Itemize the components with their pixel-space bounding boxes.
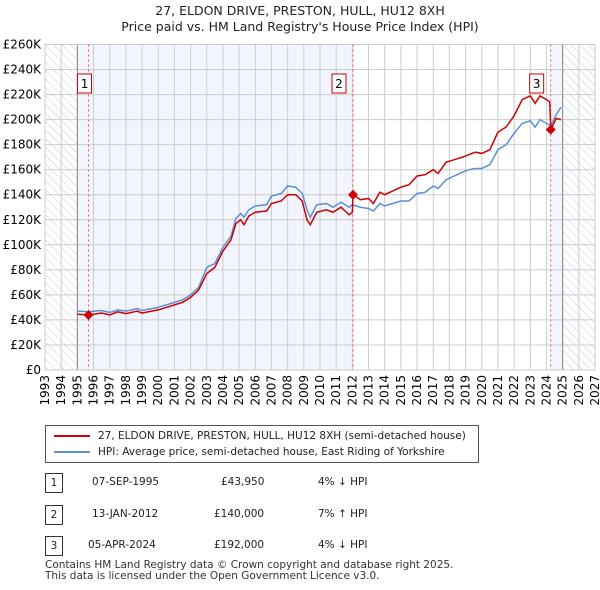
x-tick-label: 2001 <box>167 375 181 406</box>
transaction-hpi: 7% ↑ HPI <box>318 508 368 520</box>
series-line-property <box>77 94 562 316</box>
transaction-date: 05-APR-2024 <box>88 539 156 551</box>
x-tick-label: 2003 <box>200 375 214 406</box>
transaction-hpi: 4% ↓ HPI <box>318 539 368 551</box>
sale-marker <box>348 189 358 200</box>
footer: Contains HM Land Registry data © Crown c… <box>45 560 453 582</box>
x-tick-label: 2016 <box>410 375 424 406</box>
transaction-date: 07-SEP-1995 <box>92 476 160 488</box>
title-line-1: 27, ELDON DRIVE, PRESTON, HULL, HU12 8XH <box>155 3 445 18</box>
footer-line-2: This data is licensed under the Open Gov… <box>45 570 380 582</box>
transaction-row: 1 07-SEP-1995 £43,950 4% ↓ HPI <box>0 473 600 493</box>
transaction-price: £140,000 <box>214 508 265 520</box>
x-tick-label: 2018 <box>442 375 456 406</box>
chart: £0 £20K £40K £60K £80K £100K £120K £140K £160K £1… <box>3 38 600 406</box>
x-tick-label: 2014 <box>378 375 392 406</box>
transaction-price: £192,000 <box>214 539 265 551</box>
x-tick-label: 2017 <box>426 375 440 406</box>
shade-period-3 <box>550 44 563 370</box>
series-line-hpi <box>77 106 562 314</box>
x-tick-label: 2019 <box>459 375 473 406</box>
y-tick-label: £80K <box>10 263 42 277</box>
sale-marker <box>545 124 556 135</box>
x-tick-label: 2012 <box>345 375 359 406</box>
x-tick-label: 2010 <box>313 375 327 406</box>
legend-swatch-hpi <box>54 451 90 453</box>
x-tick-label: 1998 <box>119 375 133 406</box>
y-tick-label: £100K <box>3 238 43 252</box>
y-tick-label: £220K <box>3 88 43 102</box>
x-tick-label: 2021 <box>491 375 505 406</box>
shade-period-1 <box>77 44 354 370</box>
title-line-2: Price paid vs. HM Land Registry's House … <box>121 19 479 34</box>
x-tick-label: 2009 <box>297 375 311 406</box>
x-tick-label: 2007 <box>264 375 278 406</box>
y-tick-label: £40K <box>10 313 42 327</box>
legend-label-property: 27, ELDON DRIVE, PRESTON, HULL, HU12 8XH… <box>98 430 466 442</box>
y-tick-label: £120K <box>3 213 43 227</box>
x-tick-label: 2002 <box>184 375 198 406</box>
annotation-label: 1 <box>81 77 89 91</box>
x-tick-label: 1995 <box>70 375 84 406</box>
x-tick-label: 2026 <box>572 375 586 406</box>
y-tick-label: £240K <box>3 63 43 77</box>
x-tick-label: 2027 <box>588 375 600 406</box>
annotation-box <box>77 73 93 94</box>
y-tick-label: £0 <box>26 363 41 377</box>
x-tick-label: 2006 <box>248 375 262 406</box>
x-tick-label: 2013 <box>362 375 376 406</box>
sale-marker <box>83 309 94 320</box>
x-tick-label: 2024 <box>539 375 553 406</box>
x-tick-label: 1996 <box>87 375 101 406</box>
transaction-row: 3 05-APR-2024 £192,000 4% ↓ HPI <box>0 536 600 556</box>
transaction-price: £43,950 <box>221 476 265 488</box>
legend-swatch-property <box>54 435 90 437</box>
transaction-date: 13-JAN-2012 <box>92 508 159 520</box>
x-tick-label: 2020 <box>475 375 489 406</box>
y-tick-label: £160K <box>3 163 43 177</box>
y-tick-label: £20K <box>10 338 42 352</box>
x-tick-label: 2022 <box>507 375 521 406</box>
chart-title: 27, ELDON DRIVE, PRESTON, HULL, HU12 8XH… <box>0 3 600 35</box>
x-tick-label: 1997 <box>103 375 117 406</box>
annotation-box <box>331 73 347 94</box>
y-tick-label: £200K <box>3 113 43 127</box>
transaction-number: 3 <box>45 536 63 556</box>
transaction-number: 2 <box>45 505 63 525</box>
legend-label-hpi: HPI: Average price, semi-detached house,… <box>98 446 445 458</box>
annotation-label: 3 <box>533 77 541 91</box>
x-tick-label: 1993 <box>38 375 52 406</box>
x-tick-label: 2005 <box>232 375 246 406</box>
plot-border <box>44 44 596 371</box>
annotation-box <box>529 73 545 94</box>
legend: 27, ELDON DRIVE, PRESTON, HULL, HU12 8XH… <box>45 425 479 463</box>
annotation-label: 2 <box>335 77 343 91</box>
x-tick-label: 2015 <box>394 375 408 406</box>
x-tick-label: 1994 <box>54 375 68 406</box>
x-tick-label: 2008 <box>281 375 295 406</box>
x-tick-label: 2023 <box>523 375 537 406</box>
transaction-hpi: 4% ↓ HPI <box>318 476 368 488</box>
transaction-row: 2 13-JAN-2012 £140,000 7% ↑ HPI <box>0 505 600 525</box>
x-tick-label: 2011 <box>329 375 343 406</box>
footer-line-1: Contains HM Land Registry data © Crown c… <box>45 559 454 571</box>
x-tick-label: 1999 <box>135 375 149 406</box>
y-tick-label: £260K <box>3 38 43 52</box>
y-tick-label: £140K <box>3 188 43 202</box>
x-tick-label: 2025 <box>556 375 570 406</box>
transaction-number: 1 <box>45 473 63 493</box>
y-tick-label: £60K <box>10 288 42 302</box>
x-tick-label: 2004 <box>216 375 230 406</box>
y-tick-label: £180K <box>3 138 43 152</box>
x-tick-label: 2000 <box>151 375 165 406</box>
